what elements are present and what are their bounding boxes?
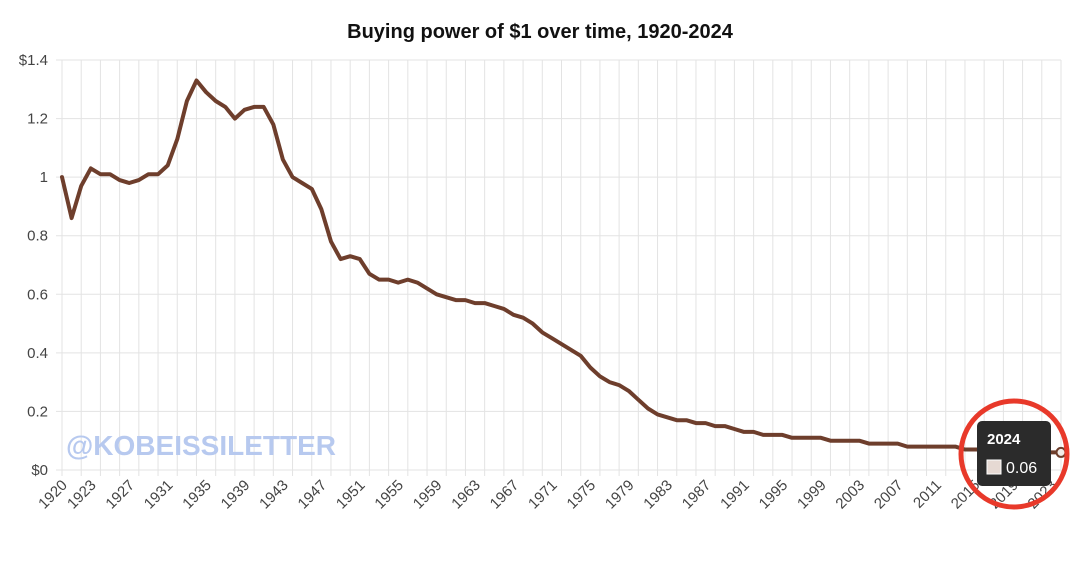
x-tick-label: 2007 [871,477,907,513]
x-tick-label: 1983 [640,477,676,513]
x-tick-label: 1935 [179,477,215,513]
watermark: @KOBEISSILETTER [66,430,336,461]
hover-point [1057,448,1066,457]
tooltip: 2024 0.06 [977,421,1051,486]
y-tick-label: 1 [40,169,48,186]
grid [56,60,1061,476]
x-tick-label: 1920 [35,477,71,513]
x-tick-label: 1991 [717,477,753,513]
y-tick-label: 0.4 [27,345,48,362]
x-tick-label: 1979 [602,477,638,513]
x-tick-label: 1995 [756,477,792,513]
y-axis: $0 0.2 0.4 0.6 0.8 1 1.2 $1.4 [19,52,48,479]
y-tick-label: 0.2 [27,403,48,420]
y-tick-label: $1.4 [19,52,48,69]
x-tick-label: 1959 [410,477,446,513]
chart-title: Buying power of $1 over time, 1920-2024 [347,21,734,43]
x-tick-label: 1947 [295,477,331,513]
x-tick-label: 1943 [256,477,292,513]
x-tick-label: 2011 [910,477,945,512]
series [62,81,1066,457]
tooltip-value: 0.06 [1006,460,1037,477]
x-tick-label: 1955 [371,477,407,513]
x-tick-label: 1987 [679,477,715,513]
x-tick-label: 1923 [64,477,100,513]
y-tick-label: 0.6 [27,286,48,303]
x-tick-label: 1951 [333,477,369,513]
x-tick-label: 1975 [564,477,600,513]
tooltip-swatch [987,460,1001,474]
x-tick-label: 1999 [794,477,830,513]
line-chart: Buying power of $1 over time, 1920-2024 … [0,0,1080,567]
y-tick-label: 1.2 [27,111,48,128]
tooltip-title: 2024 [987,431,1021,448]
x-tick-label: 1927 [102,477,138,513]
x-tick-label: 1971 [525,477,561,513]
y-tick-label: $0 [31,462,48,479]
x-tick-label: 2003 [832,477,868,513]
chart-stage: Buying power of $1 over time, 1920-2024 … [0,0,1080,567]
x-tick-label: 1931 [141,477,177,513]
x-tick-label: 1963 [448,477,484,513]
x-tick-label: 1939 [218,477,254,513]
y-tick-label: 0.8 [27,228,48,245]
x-tick-label: 1967 [487,477,523,513]
